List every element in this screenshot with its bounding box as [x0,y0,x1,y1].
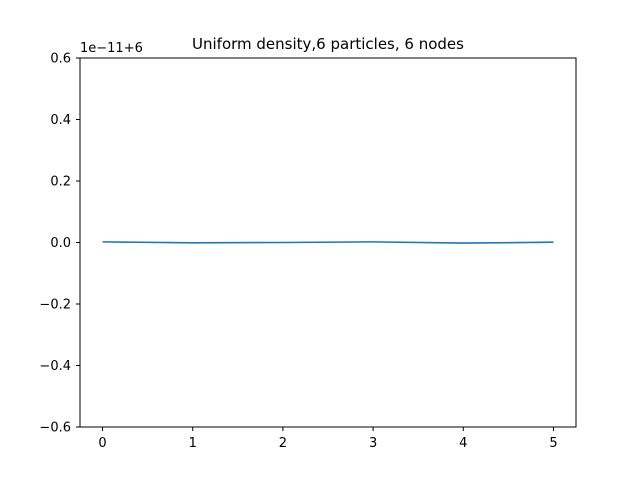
y-tick-label: −0.6 [39,421,71,436]
x-tick-label: 2 [279,436,287,451]
y-axis-ticks: −0.6 −0.4 −0.2 0.0 0.2 0.4 0.6 [39,52,80,436]
y-tick-label: 0.4 [50,113,71,128]
x-tick-label: 5 [549,436,557,451]
x-tick-label: 1 [189,436,197,451]
y-tick-label: 0.0 [50,236,71,251]
series-layer [102,241,554,244]
x-axis-ticks: 0 1 2 3 4 5 [98,427,558,451]
y-offset-label: 1e−11+6 [80,41,143,56]
x-tick-label: 0 [98,436,106,451]
y-tick-label: 0.2 [50,175,71,190]
y-tick-label: −0.2 [39,298,71,313]
x-tick-label: 4 [459,436,467,451]
y-tick-label: 0.6 [50,52,71,67]
x-tick-label: 3 [369,436,377,451]
y-tick-label: −0.4 [39,359,71,374]
series-line [102,241,554,244]
chart-title: Uniform density,6 particles, 6 nodes [192,35,464,53]
